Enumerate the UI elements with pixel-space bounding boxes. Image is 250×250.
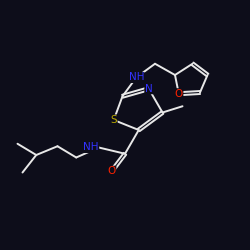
Text: O: O (108, 166, 116, 176)
Text: NH: NH (83, 142, 99, 152)
Text: S: S (110, 115, 117, 125)
Text: NH: NH (128, 72, 144, 83)
Text: N: N (145, 84, 152, 94)
Text: O: O (174, 89, 183, 99)
